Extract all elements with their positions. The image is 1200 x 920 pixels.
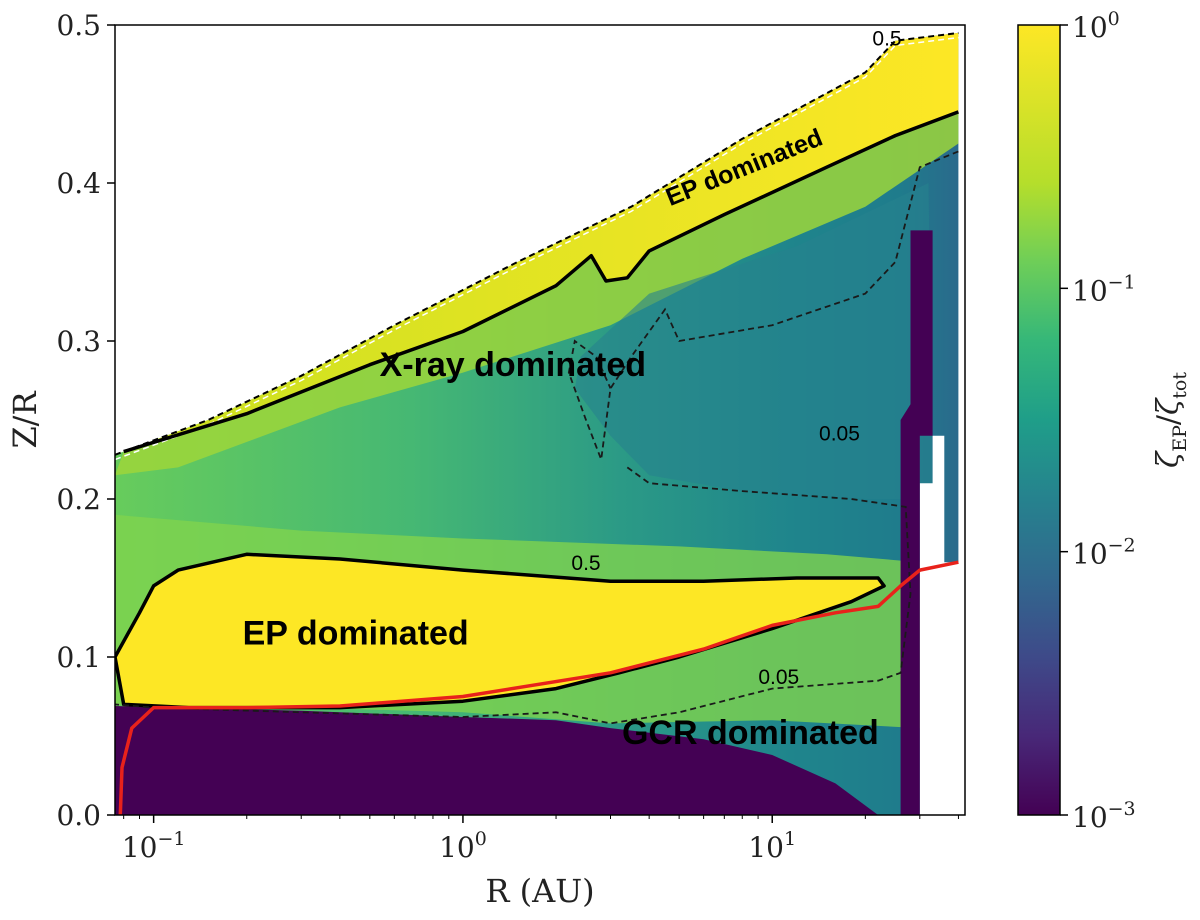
contour-0p05-upper bbox=[567, 150, 959, 460]
colorbar-tick-label-0: 100 bbox=[1072, 8, 1120, 44]
plot-frame bbox=[114, 24, 966, 816]
disk-surface-dashed-contour bbox=[115, 31, 959, 456]
contour-0p05-lower bbox=[115, 466, 912, 725]
colorbar-tick-label-1: 10−1 bbox=[1072, 271, 1136, 307]
colorbar-ticks: 100 10−1 10−2 10−3 bbox=[1060, 8, 1136, 834]
contour-label-2: 0.05 bbox=[819, 423, 860, 446]
colorbar-label: ζEP/ζtot bbox=[1151, 372, 1191, 468]
x-axis-label: R (AU) bbox=[485, 872, 594, 910]
upper-transition-band bbox=[115, 111, 959, 476]
colorbar-label-main: ζ bbox=[1151, 450, 1186, 468]
region-label-0: EP dominated bbox=[243, 614, 469, 652]
y-tick-label-4: 0.4 bbox=[56, 167, 101, 200]
x-tick-label-1: 100 bbox=[439, 828, 487, 864]
colorbar-tick-label-2: 10−2 bbox=[1072, 535, 1136, 571]
outer-empty-region bbox=[919, 435, 965, 815]
y-tick-label-2: 0.2 bbox=[56, 483, 101, 516]
contour-0p5-upper bbox=[123, 110, 960, 454]
colorbar-label-slash: / bbox=[1151, 414, 1186, 425]
contour-labels: 0.5 0.5 0.05 0.05 bbox=[571, 28, 901, 689]
region-label-1: X-ray dominated bbox=[380, 346, 646, 384]
y-axis-label: Z/R bbox=[6, 391, 44, 449]
red-boundary-line bbox=[118, 560, 959, 815]
contour-label-0: 0.5 bbox=[872, 28, 901, 51]
y-tick-label-1: 0.1 bbox=[56, 641, 101, 674]
contour-label-3: 0.05 bbox=[758, 666, 799, 689]
ep-dominated-region bbox=[115, 554, 885, 708]
colorbar-gradient bbox=[1017, 24, 1061, 816]
upper-ep-band bbox=[115, 32, 959, 455]
xray-core-region bbox=[574, 183, 933, 499]
y-tick-label-3: 0.3 bbox=[56, 325, 101, 358]
y-tick-label-0: 0.0 bbox=[56, 799, 101, 832]
x-axis: 10−1 100 101 bbox=[122, 815, 959, 864]
x-tick-label-0: 10−1 bbox=[122, 828, 186, 864]
gcr-dominated-region bbox=[115, 706, 879, 815]
outer-dark-column bbox=[900, 230, 933, 815]
y-tick-label-5: 0.5 bbox=[56, 9, 101, 42]
colorbar-tick-label-3: 10−3 bbox=[1072, 798, 1136, 834]
plot-area bbox=[115, 25, 965, 815]
disk-surface-edge bbox=[115, 36, 959, 461]
contour-label-1: 0.5 bbox=[571, 552, 600, 575]
y-axis: 0.0 0.1 0.2 0.3 0.4 0.5 bbox=[56, 9, 115, 832]
region-label-2: GCR dominated bbox=[622, 714, 879, 752]
colorbar-label-sub-denominator: tot bbox=[1169, 372, 1191, 399]
x-tick-label-2: 101 bbox=[748, 828, 796, 864]
colorbar-label-sub-numerator: EP bbox=[1169, 425, 1191, 452]
colorbar-label-main-2: ζ bbox=[1151, 397, 1186, 415]
